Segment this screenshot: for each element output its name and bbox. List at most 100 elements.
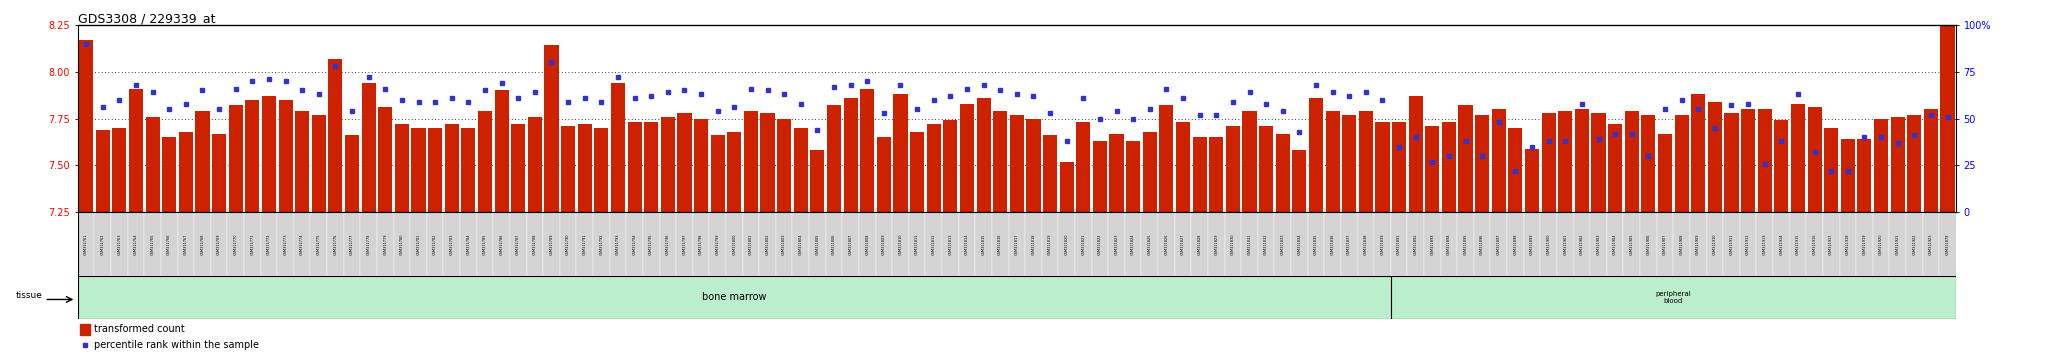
Bar (827, 105, 842, 212)
Bar (594, 128, 608, 212)
Bar (1624, 212, 1640, 276)
Text: GSM311915: GSM311915 (1796, 234, 1800, 255)
Bar (1757, 109, 1772, 212)
Bar (725, 212, 743, 276)
Bar (1958, 45, 1972, 212)
Text: GSM311792: GSM311792 (600, 234, 604, 255)
Text: GSM311826: GSM311826 (1165, 234, 1169, 255)
Bar (127, 212, 143, 276)
Bar (991, 212, 1008, 276)
Bar (1509, 128, 1522, 212)
Bar (494, 90, 508, 212)
Text: GSM311836: GSM311836 (1331, 234, 1335, 255)
Bar (1491, 212, 1507, 276)
Text: GSM311765: GSM311765 (152, 234, 154, 255)
Bar (1841, 139, 1855, 212)
Bar (1825, 128, 1839, 212)
Bar (1790, 104, 1804, 212)
Text: GSM311780: GSM311780 (399, 234, 403, 255)
Bar (1108, 212, 1124, 276)
Bar (360, 212, 377, 276)
Bar (909, 212, 926, 276)
Bar (94, 212, 111, 276)
Text: GSM311804: GSM311804 (799, 234, 803, 255)
Bar (444, 124, 459, 212)
Text: GSM311796: GSM311796 (666, 234, 670, 255)
Bar (1741, 212, 1757, 276)
Bar (1542, 113, 1556, 212)
Text: bone marrow: bone marrow (702, 292, 766, 302)
Bar (1722, 212, 1741, 276)
Bar (143, 212, 162, 276)
Bar (1524, 212, 1540, 276)
Text: GSM311802: GSM311802 (766, 234, 770, 255)
Text: GSM311806: GSM311806 (831, 234, 836, 255)
Text: GSM311835: GSM311835 (1315, 234, 1319, 255)
Bar (793, 212, 809, 276)
Bar (80, 40, 94, 212)
Text: GSM311768: GSM311768 (201, 234, 205, 255)
Bar (512, 124, 524, 212)
Text: GSM311815: GSM311815 (981, 234, 985, 255)
Bar (1309, 98, 1323, 212)
Text: GSM311837: GSM311837 (1348, 234, 1352, 255)
Bar (1192, 137, 1206, 212)
Text: GSM311774: GSM311774 (301, 234, 305, 255)
Bar (1425, 126, 1440, 212)
Bar (1292, 150, 1307, 212)
Bar (1393, 122, 1407, 212)
Text: GSM311923: GSM311923 (1929, 234, 1933, 255)
Text: GSM311777: GSM311777 (350, 234, 354, 255)
Bar (477, 212, 494, 276)
Bar (1257, 212, 1274, 276)
Bar (1409, 96, 1423, 212)
Text: GSM311785: GSM311785 (483, 234, 487, 255)
Bar (795, 128, 807, 212)
Bar (1708, 102, 1722, 212)
Bar (893, 94, 907, 212)
Bar (111, 212, 127, 276)
Text: transformed count: transformed count (94, 324, 184, 334)
Bar (344, 212, 360, 276)
Bar (96, 130, 111, 212)
Bar (578, 124, 592, 212)
Bar (1858, 139, 1872, 212)
Text: GSM311805: GSM311805 (815, 234, 819, 255)
Text: GSM311779: GSM311779 (383, 234, 387, 255)
Bar (776, 119, 791, 212)
Bar (311, 212, 328, 276)
Bar (561, 126, 575, 212)
Bar (1376, 122, 1389, 212)
Text: GSM311905: GSM311905 (1630, 234, 1634, 255)
Text: GSM311788: GSM311788 (532, 234, 537, 255)
Bar (195, 111, 209, 212)
Bar (1890, 117, 1905, 212)
Bar (743, 111, 758, 212)
Text: GSM311824: GSM311824 (1130, 234, 1135, 255)
Text: GSM311910: GSM311910 (1712, 234, 1716, 255)
Bar (825, 212, 842, 276)
Text: GSM311918: GSM311918 (1845, 234, 1849, 255)
Text: GSM311800: GSM311800 (733, 234, 737, 255)
Text: GSM311816: GSM311816 (997, 234, 1001, 255)
Bar (1890, 212, 1907, 276)
Bar (178, 212, 195, 276)
Bar (1358, 212, 1374, 276)
Bar (1440, 212, 1458, 276)
Bar (1774, 120, 1788, 212)
Text: GSM311914: GSM311914 (1780, 234, 1784, 255)
Text: GSM311819: GSM311819 (1049, 234, 1053, 255)
Text: GSM311817: GSM311817 (1016, 234, 1018, 255)
Text: GSM311795: GSM311795 (649, 234, 653, 255)
Bar (344, 136, 358, 212)
Bar (594, 212, 610, 276)
Text: GSM311807: GSM311807 (848, 234, 852, 255)
Bar (711, 136, 725, 212)
Text: GSM311897: GSM311897 (1497, 234, 1501, 255)
Text: GSM311839: GSM311839 (1380, 234, 1384, 255)
Text: GSM311907: GSM311907 (1663, 234, 1667, 255)
Bar (428, 128, 442, 212)
Text: GSM311898: GSM311898 (1513, 234, 1518, 255)
Text: GDS3308 / 229339_at: GDS3308 / 229339_at (78, 12, 215, 25)
Text: GSM311773: GSM311773 (283, 234, 287, 255)
